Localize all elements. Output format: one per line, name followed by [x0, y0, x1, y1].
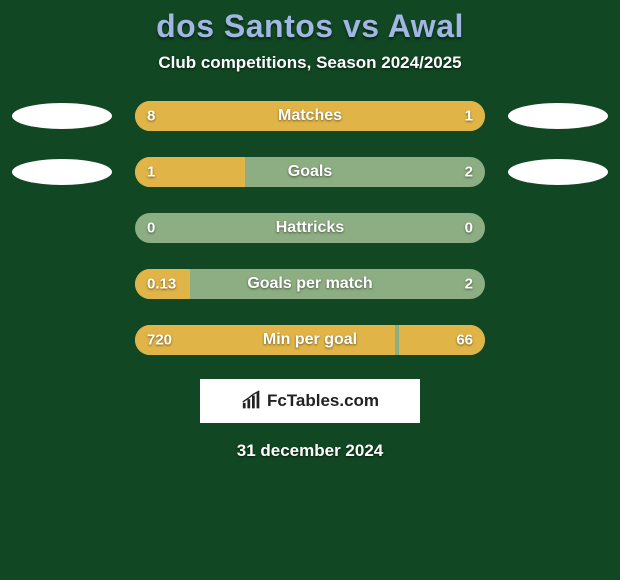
bar-left-segment: [135, 101, 401, 131]
stat-row: Goals per match0.132: [0, 269, 620, 299]
stat-rows: Matches81Goals12Hattricks00Goals per mat…: [0, 101, 620, 355]
comparison-container: dos Santos vs Awal Club competitions, Se…: [0, 0, 620, 580]
stat-bar: Goals per match0.132: [135, 269, 485, 299]
stat-value-right: 66: [456, 332, 473, 349]
stat-value-right: 1: [465, 108, 473, 125]
bar-mid-segment: [245, 157, 485, 187]
stat-value-left: 8: [147, 108, 155, 125]
chart-icon: [241, 390, 263, 412]
player-ellipse-right: [508, 159, 608, 185]
bar-mid-segment: [190, 269, 485, 299]
stat-value-right: 2: [465, 164, 473, 181]
stat-bar: Matches81: [135, 101, 485, 131]
stat-value-left: 1: [147, 164, 155, 181]
stat-bar: Min per goal72066: [135, 325, 485, 355]
brand-text: FcTables.com: [267, 391, 379, 411]
stat-row: Matches81: [0, 101, 620, 131]
stat-bar: Hattricks00: [135, 213, 485, 243]
player-ellipse-left: [12, 103, 112, 129]
stat-row: Min per goal72066: [0, 325, 620, 355]
bar-mid-segment: [135, 213, 485, 243]
stat-value-right: 2: [465, 276, 473, 293]
bar-left-segment: [135, 325, 395, 355]
player-ellipse-left: [12, 159, 112, 185]
stat-value-left: 0: [147, 220, 155, 237]
stat-value-left: 720: [147, 332, 172, 349]
stat-bar: Goals12: [135, 157, 485, 187]
brand-badge: FcTables.com: [200, 379, 420, 423]
stat-value-right: 0: [465, 220, 473, 237]
stat-row: Hattricks00: [0, 213, 620, 243]
page-title: dos Santos vs Awal: [0, 8, 620, 45]
stat-value-left: 0.13: [147, 276, 176, 293]
date-label: 31 december 2024: [0, 441, 620, 461]
subtitle: Club competitions, Season 2024/2025: [0, 53, 620, 73]
stat-row: Goals12: [0, 157, 620, 187]
player-ellipse-right: [508, 103, 608, 129]
